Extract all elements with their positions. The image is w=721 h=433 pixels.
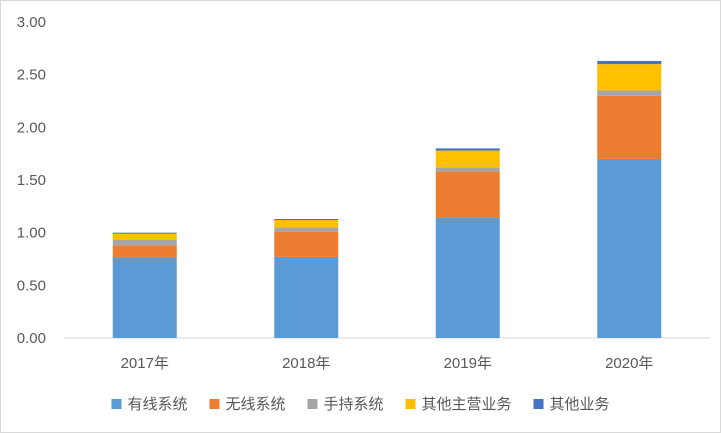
bar-segment xyxy=(597,90,662,96)
y-tick-label: 1.00 xyxy=(17,225,46,242)
legend-swatch xyxy=(209,399,220,409)
y-tick-label: 2.50 xyxy=(17,67,46,84)
bars xyxy=(112,60,662,338)
legend: 有线系统 无线系统 手持系统 其他主营业务 其他业务 xyxy=(111,395,610,413)
bar-segment xyxy=(112,240,177,246)
bar-segment xyxy=(112,232,177,234)
legend-label: 无线系统 xyxy=(225,395,285,413)
y-tick-label: 0.50 xyxy=(17,277,46,294)
legend-item: 无线系统 xyxy=(209,395,285,413)
legend-swatch xyxy=(533,399,544,409)
bar-segment xyxy=(435,148,500,151)
y-tick-label: 1.50 xyxy=(17,172,46,189)
y-axis-ticks: 0.00 0.50 1.00 1.50 2.00 2.50 3.00 xyxy=(17,14,46,347)
legend-label: 有线系统 xyxy=(127,395,187,413)
x-tick-label: 2018年 xyxy=(282,355,330,372)
y-tick-label: 0.00 xyxy=(17,330,46,347)
x-axis-ticks: 2017年 2018年 2019年 2020年 xyxy=(121,355,654,372)
legend-label: 其他主营业务 xyxy=(422,395,512,413)
legend-item: 其他业务 xyxy=(533,395,610,413)
bar-segment xyxy=(274,256,339,338)
bar-segment xyxy=(435,217,500,338)
legend-swatch xyxy=(307,399,318,409)
legend-swatch xyxy=(111,399,122,409)
legend-label: 其他业务 xyxy=(550,395,610,413)
bar-segment xyxy=(274,231,339,257)
bar-segment xyxy=(597,158,662,338)
y-tick-label: 3.00 xyxy=(17,14,46,31)
x-tick-label: 2019年 xyxy=(444,355,492,372)
bar-segment xyxy=(112,245,177,258)
legend-item: 手持系统 xyxy=(307,395,384,413)
legend-item: 其他主营业务 xyxy=(405,395,512,413)
bar-segment xyxy=(435,171,500,218)
legend-item: 有线系统 xyxy=(111,395,187,413)
bar-segment xyxy=(274,220,339,228)
bar-segment xyxy=(435,150,500,168)
legend-label: 手持系统 xyxy=(323,395,383,413)
bar-segment xyxy=(274,227,339,232)
bar-segment xyxy=(597,64,662,91)
bar-segment xyxy=(597,95,662,159)
bar-segment xyxy=(435,167,500,172)
bar-segment xyxy=(112,233,177,241)
bar-segment xyxy=(112,257,177,338)
x-tick-label: 2017年 xyxy=(121,355,169,372)
legend-swatch xyxy=(405,399,416,409)
x-tick-label: 2020年 xyxy=(605,355,653,372)
bar-segment xyxy=(597,60,662,65)
bar-segment xyxy=(274,218,339,221)
y-tick-label: 2.00 xyxy=(17,119,46,136)
